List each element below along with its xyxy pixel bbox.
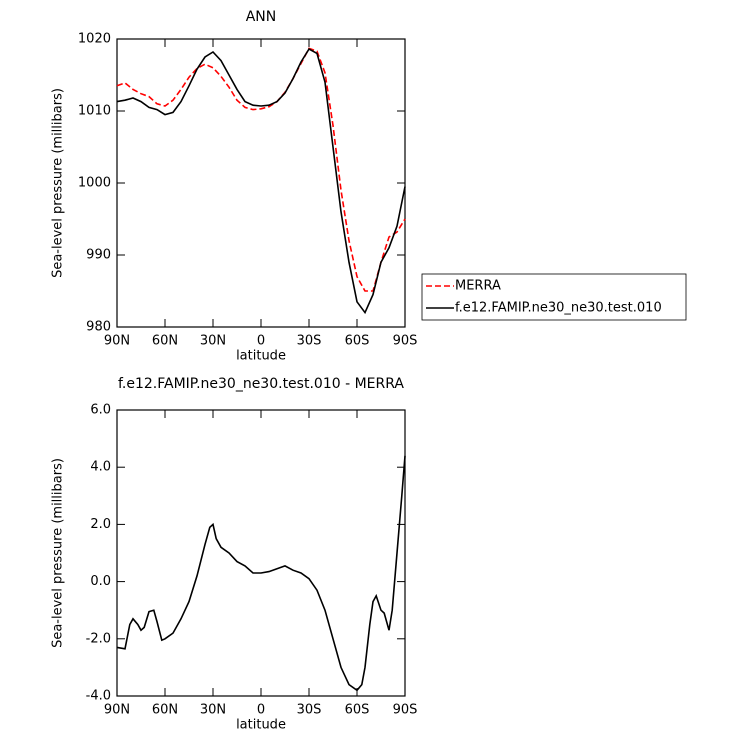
y-tick-label: 1000 [78, 176, 111, 191]
y-tick-label: 4.0 [90, 460, 111, 475]
legend-label: f.e12.FAMIP.ne30_ne30.test.010 [455, 301, 662, 316]
x-tick-label: 90S [393, 703, 418, 718]
y-axis-label: Sea-level pressure (millibars) [51, 88, 66, 278]
chart-title: f.e12.FAMIP.ne30_ne30.test.010 - MERRA [118, 376, 404, 392]
y-tick-label: 980 [86, 320, 111, 335]
x-tick-label: 60N [152, 703, 178, 718]
y-tick-label: 6.0 [90, 403, 111, 418]
x-tick-label: 30N [200, 334, 226, 349]
y-tick-label: -2.0 [86, 631, 111, 646]
x-tick-label: 60N [152, 334, 178, 349]
legend-box [421, 273, 687, 321]
y-tick-label: -4.0 [86, 689, 111, 704]
y-tick-label: 2.0 [90, 517, 111, 532]
y-axis-label: Sea-level pressure (millibars) [51, 458, 66, 648]
x-tick-label: 90N [104, 334, 130, 349]
legend-label: MERRA [455, 279, 501, 294]
data-line [116, 47, 406, 292]
x-tick-label: 0 [257, 703, 265, 718]
y-tick-label: 0.0 [90, 574, 111, 589]
x-tick-label: 60S [345, 334, 370, 349]
x-tick-label: 0 [257, 334, 265, 349]
data-line [116, 455, 406, 692]
chart-title: ANN [246, 9, 277, 25]
y-tick-label: 990 [86, 248, 111, 263]
y-tick-label: 1020 [78, 32, 111, 47]
x-tick-label: 30S [297, 334, 322, 349]
x-tick-label: 30S [297, 703, 322, 718]
x-tick-label: 30N [200, 703, 226, 718]
x-tick-label: 60S [345, 703, 370, 718]
y-tick-label: 1010 [78, 104, 111, 119]
x-axis-label: latitude [236, 349, 286, 364]
plot-frame [116, 409, 406, 697]
data-line [116, 48, 406, 315]
x-tick-label: 90S [393, 334, 418, 349]
x-axis-label: latitude [236, 718, 286, 733]
x-tick-label: 90N [104, 703, 130, 718]
